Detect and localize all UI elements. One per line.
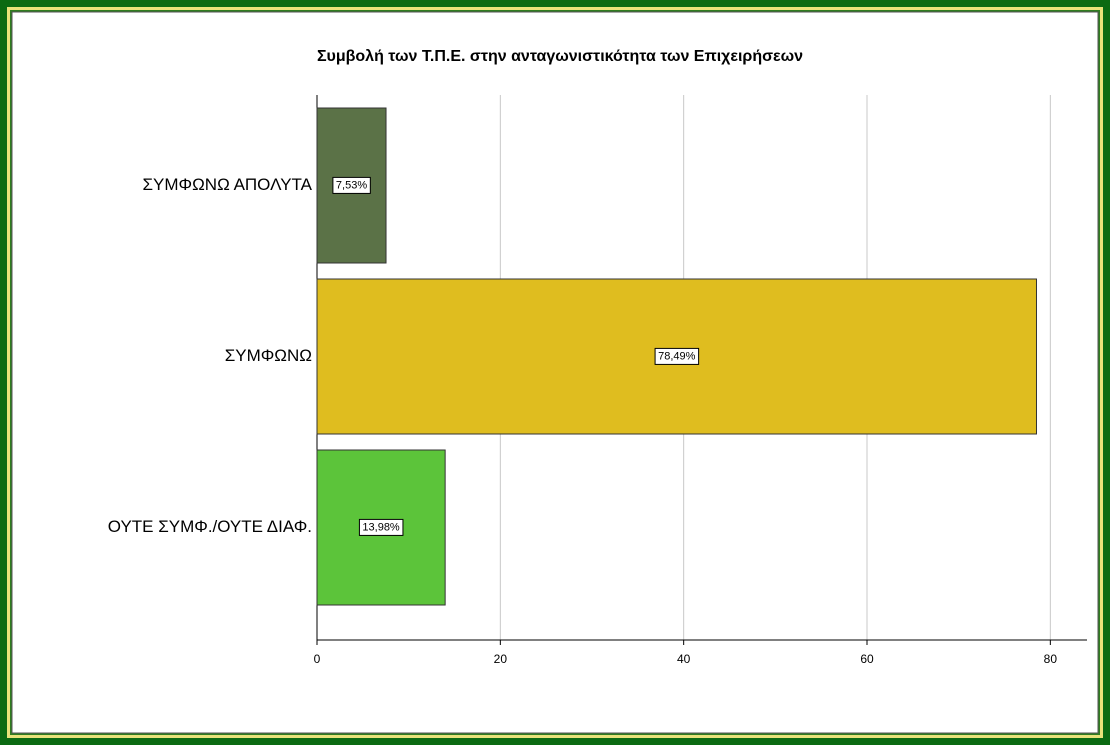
x-tick-label: 20 [494,652,508,666]
value-label: 13,98% [362,521,400,533]
value-label: 78,49% [658,350,696,362]
chart-title: Συμβολή των Τ.Π.Ε. στην ανταγωνιστικότητ… [317,48,803,65]
x-tick-label: 40 [677,652,691,666]
x-tick-label: 0 [314,652,321,666]
value-label-box [332,176,371,194]
y-tick-label: ΣΥΜΦΩΝΩ ΑΠΟΛΥΤΑ [143,175,313,194]
y-tick-label: ΣΥΜΦΩΝΩ [225,346,312,365]
x-tick-label: 60 [860,652,874,666]
x-tick-label: 80 [1044,652,1058,666]
y-tick-label: ΟΥΤΕ ΣΥΜΦ./ΟΥΤΕ ΔΙΑΦ. [108,517,312,536]
value-label-box [654,347,700,365]
value-label: 7,53% [336,179,367,191]
value-label-box [358,518,404,536]
